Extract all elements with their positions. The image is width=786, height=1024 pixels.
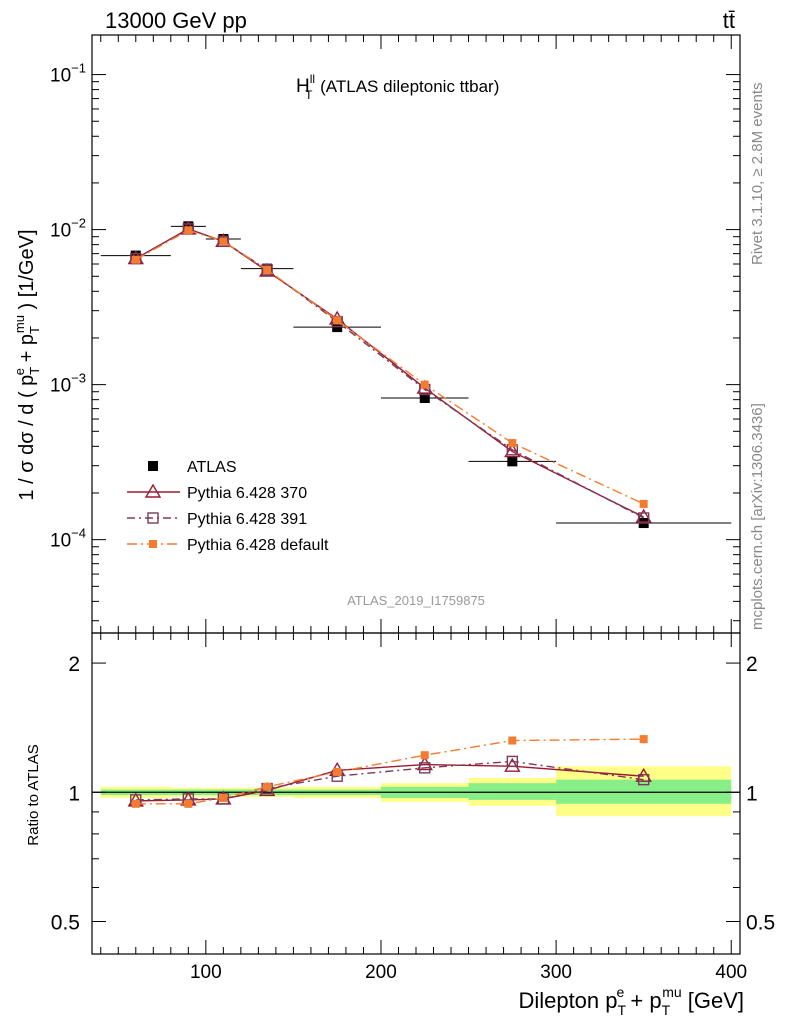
ratio-point-pythia-6-428-default [333,767,342,776]
band-stat [468,783,557,800]
y-tick-label: 10−2 [50,216,86,242]
ratio-point-pythia-6-428-default [219,793,228,802]
series-line-pythia-6-428-391 [135,228,644,519]
ratio-point-pythia-6-428-391 [637,773,650,786]
ratio-y-tick-label-right: 1 [746,782,758,805]
point-pythia-6-428-370 [504,443,521,458]
legend: ATLAS Pythia 6.428 370 Pythia 6.428 391 Pyt… [127,459,329,554]
legend-label-pythia-6-428-391: Pythia 6.428 391 [187,511,307,528]
ratio-point-pythia-6-428-370 [416,756,433,771]
svg-text:1 / σ dσ / d ( pTe + pTmu ) [: 1 / σ dσ / d ( pTe + pTmu ) [1/GeV] [12,229,42,500]
ratio-line-pythia-6-428-default [135,738,644,805]
ratio-y-tick-label-right: 2 [746,653,758,676]
main-panel-ticks: 10−4 10−3 10−2 10−1 [50,35,740,633]
ratio-point-pythia-6-428-default [508,736,517,745]
ratio-line-pythia-6-428-370 [135,763,644,802]
ratio-point-pythia-6-428-391 [506,755,519,768]
y-tick-label: 10−4 [50,526,86,552]
main-y-axis-label: 1 / σ dσ / d ( pTe + pTmu ) [1/GeV] [12,229,42,500]
x-tick-label: 300 [540,962,572,983]
series-line-pythia-6-428-default [135,229,644,505]
point-pythia-6-428-391 [637,512,650,524]
legend-marker-pythia-6-428-default [149,540,157,548]
ratio-panel-bands [92,766,740,817]
point-pythia-6-428-391 [261,264,273,276]
y-tick-label: 10−1 [50,61,86,87]
legend-marker-pythia-6-428-370 [144,483,162,498]
legend-marker-atlas [148,461,158,471]
ratio-point-pythia-6-428-391 [419,762,431,774]
ratio-point-pythia-6-428-default [131,799,140,808]
ratio-y-tick-label-left: 2 [68,653,80,676]
header-process-label: tt̄ [723,8,735,33]
point-pythia-6-428-default [219,237,228,246]
point-pythia-6-428-391 [217,235,230,248]
main-panel-series [100,220,732,529]
ratio-panel-series [127,734,652,808]
mcplots-label: mcplots.cern.ch [arXiv:1306.3436] [749,403,766,630]
ratio-line-pythia-6-428-391 [135,760,644,801]
plot-title: Hll T (ATLAS dileptonic ttbar) [296,72,499,102]
point-pythia-6-428-default [333,316,342,325]
ratio-point-pythia-6-428-370 [504,757,521,772]
y-tick-label: 10−3 [50,371,86,397]
ratio-point-pythia-6-428-default [184,799,193,808]
analysis-id-label: ATLAS_2019_I1759875 [347,593,485,608]
point-pythia-6-428-default [184,226,193,235]
point-pythia-6-428-default [131,255,140,264]
ratio-point-pythia-6-428-default [420,751,429,760]
point-atlas [130,250,141,261]
ratio-point-pythia-6-428-default [639,735,648,744]
x-tick-label: 100 [190,962,222,983]
rivet-version-label: Rivet 3.1.10, ≥ 2.8M events [749,83,766,266]
ratio-y-tick-label-right: 0.5 [746,911,775,934]
ratio-point-pythia-6-428-default [263,782,272,791]
point-pythia-6-428-default [263,265,272,274]
legend-label-pythia-6-428-370: Pythia 6.428 370 [187,485,307,502]
legend-marker-pythia-6-428-391 [147,512,159,524]
point-pythia-6-428-default [639,499,648,508]
legend-label-pythia-6-428-default: Pythia 6.428 default [187,537,329,554]
ratio-y-tick-label-left: 1 [68,782,80,805]
point-atlas [419,392,430,403]
ratio-y-tick-label-left: 0.5 [51,911,80,934]
x-axis-label: Dilepton pTe + pTmu [GeV] [518,984,744,1018]
x-tick-label: 200 [365,962,397,983]
point-atlas [507,456,518,467]
point-pythia-6-428-default [420,380,429,389]
header-energy-label: 13000 GeV pp [105,8,247,33]
x-tick-label: 400 [715,962,747,983]
legend-label-atlas: ATLAS [187,459,237,476]
ratio-panel-ticks: 0.5 0.5 1 1 2 2 100 200 300 400 [51,633,775,983]
ratio-y-axis-label: Ratio to ATLAS [25,744,42,845]
point-pythia-6-428-default [508,439,517,448]
